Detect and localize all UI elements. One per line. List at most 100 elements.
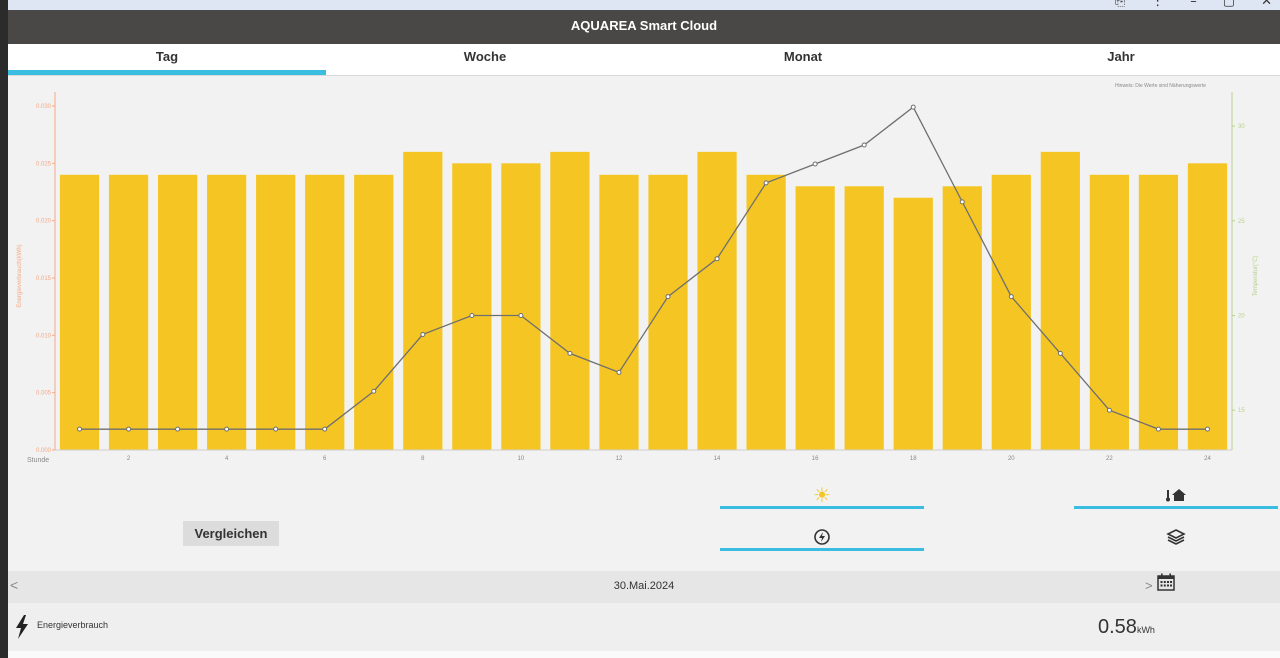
close-icon[interactable]: ✕	[1261, 0, 1272, 9]
window-share-icon[interactable]: ⎘	[1114, 0, 1126, 9]
y-tick-label: 0.000	[36, 448, 52, 454]
outdoor-temp-mode-button[interactable]	[1074, 481, 1278, 509]
window-top-bar: ⎘ ⋮ – ▢ ✕	[0, 0, 1280, 10]
chart-svg: 0.000 0.005 0.010 0.015 0.020 0.025 0.030 Energ…	[17, 83, 1259, 464]
period-tabs: Tag Woche Monat Jahr	[8, 44, 1280, 76]
x-tick-label: 12	[616, 456, 623, 462]
y-tick-label: 0.025	[36, 161, 52, 167]
energy-bar	[1138, 174, 1179, 451]
tab-woche[interactable]: Woche	[463, 49, 507, 64]
x-tick-label: 24	[1204, 456, 1211, 462]
temperature-point	[665, 294, 671, 300]
y-axis-label: Energieverbrauch(kWh)	[17, 244, 23, 307]
window-controls: ⎘ ⋮ – ▢ ✕	[1115, 0, 1272, 9]
energy-bar	[59, 174, 100, 451]
power-mode-button[interactable]	[720, 523, 924, 551]
energy-bar	[501, 163, 541, 450]
calendar-icon[interactable]	[1157, 573, 1175, 591]
temperature-point	[518, 313, 524, 319]
current-date: 30.Mai.2024	[613, 580, 675, 592]
energy-bar	[599, 174, 639, 451]
power-mode-underline	[720, 548, 924, 551]
energy-bar	[256, 174, 296, 451]
temperature-point	[224, 426, 230, 432]
energy-chart: 0.000 0.005 0.010 0.015 0.020 0.025 0.030 Energ…	[8, 76, 1280, 471]
x-tick-label: 8	[421, 456, 425, 462]
energy-bar	[157, 174, 198, 451]
y2-tick-label: 25	[1238, 219, 1245, 225]
power-meter-icon	[814, 529, 830, 545]
lightning-icon	[16, 615, 28, 639]
date-navigation: < 30.Mai.2024 >	[8, 571, 1280, 603]
tab-jahr[interactable]: Jahr	[1107, 49, 1135, 64]
x-tick-label: 22	[1106, 456, 1113, 462]
sun-mode-button[interactable]: ☀	[720, 481, 924, 509]
sun-mode-underline	[720, 506, 924, 509]
x-tick-label: 2	[127, 456, 131, 462]
energy-bar	[108, 174, 149, 451]
energy-label: Energieverbrauch	[37, 620, 109, 630]
energy-bar	[1040, 151, 1080, 450]
x-axis-label: Stunde	[27, 457, 49, 464]
energy-bar	[1089, 174, 1130, 451]
compare-button[interactable]: Vergleichen	[183, 521, 279, 546]
energy-bar	[354, 174, 394, 451]
energy-bar	[1187, 163, 1228, 450]
temperature-point	[1155, 426, 1161, 432]
temperature-point	[567, 350, 573, 356]
y2-tick-label: 20	[1238, 314, 1245, 320]
x-tick-label: 10	[518, 456, 525, 462]
outdoor-temp-mode-underline	[1074, 506, 1278, 509]
minimize-icon[interactable]: –	[1190, 0, 1197, 9]
x-tick-label: 4	[225, 456, 229, 462]
app-title: AQUAREA Smart Cloud	[8, 10, 1280, 44]
temperature-point	[1106, 407, 1112, 413]
y2-tick-label: 30	[1238, 124, 1245, 130]
energy-bar	[893, 197, 933, 450]
window-menu-icon[interactable]: ⋮	[1151, 0, 1165, 9]
energy-bar	[305, 174, 345, 451]
y-tick-label: 0.005	[36, 391, 52, 397]
energy-bar	[844, 186, 884, 450]
y-tick-label: 0.015	[36, 276, 52, 282]
temperature-point	[714, 256, 720, 262]
temperature-point	[126, 426, 132, 432]
temperature-point	[273, 426, 279, 432]
temperature-point	[420, 331, 426, 337]
energy-bar	[207, 174, 247, 451]
maximize-icon[interactable]: ▢	[1222, 0, 1236, 9]
temperature-point	[322, 426, 328, 432]
next-day-button[interactable]: >	[1145, 578, 1153, 593]
x-tick-label: 6	[323, 456, 327, 462]
temperature-point	[1057, 350, 1063, 356]
energy-summary: Energieverbrauch 0.58kWh	[8, 603, 1280, 651]
y-tick-label: 0.020	[36, 219, 52, 225]
energy-bar	[942, 186, 982, 450]
x-tick-label: 16	[812, 456, 819, 462]
prev-day-button[interactable]: <	[10, 577, 19, 593]
energy-bar	[795, 186, 835, 450]
energy-bar	[403, 151, 443, 450]
tab-monat[interactable]: Monat	[783, 49, 823, 64]
y2-axis-label: Temperatur(°C)	[1253, 255, 1259, 296]
chart-controls: Vergleichen ☀	[8, 471, 1280, 571]
temperature-point	[910, 104, 916, 110]
energy-bar	[452, 163, 492, 450]
layers-mode-button[interactable]	[1074, 523, 1278, 551]
y-tick-label: 0.010	[36, 333, 52, 339]
energy-bar	[550, 151, 590, 450]
temperature-point	[371, 388, 377, 394]
left-edge	[0, 0, 8, 658]
chart-note: Hinweis: Die Werte sind Näherungswerte	[1115, 83, 1206, 89]
temperature-point	[959, 199, 965, 205]
temperature-point	[1008, 294, 1014, 300]
bottom-edge	[8, 651, 1280, 658]
energy-bar	[746, 174, 786, 451]
x-tick-label: 20	[1008, 456, 1015, 462]
tab-tag[interactable]: Tag	[8, 44, 326, 75]
layers-icon	[1166, 529, 1186, 545]
temperature-point	[1204, 426, 1210, 432]
y-tick-label: 0.030	[36, 104, 52, 110]
temperature-point	[763, 180, 769, 186]
